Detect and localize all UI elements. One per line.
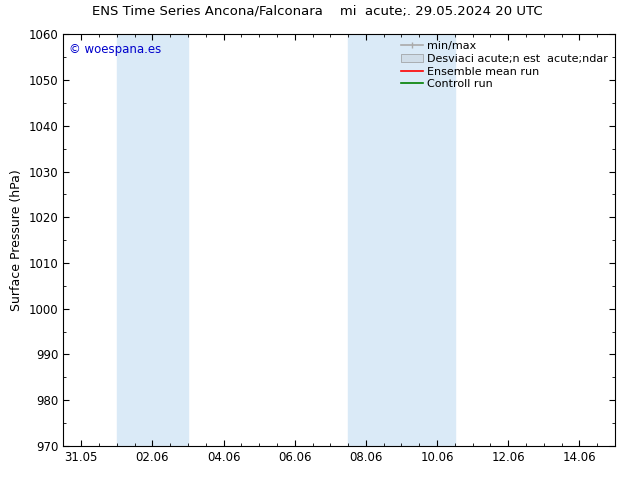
Text: ENS Time Series Ancona/Falconara    mi  acute;. 29.05.2024 20 UTC: ENS Time Series Ancona/Falconara mi acut… [92, 5, 542, 18]
Text: © woespana.es: © woespana.es [69, 43, 161, 55]
Bar [117, 34, 188, 446]
Bar [348, 34, 455, 446]
Legend: min/max, Desviaci acute;n est  acute;ndar, Ensemble mean run, Controll run: min/max, Desviaci acute;n est acute;ndar… [398, 38, 612, 93]
Y-axis label: Surface Pressure (hPa): Surface Pressure (hPa) [10, 169, 23, 311]
